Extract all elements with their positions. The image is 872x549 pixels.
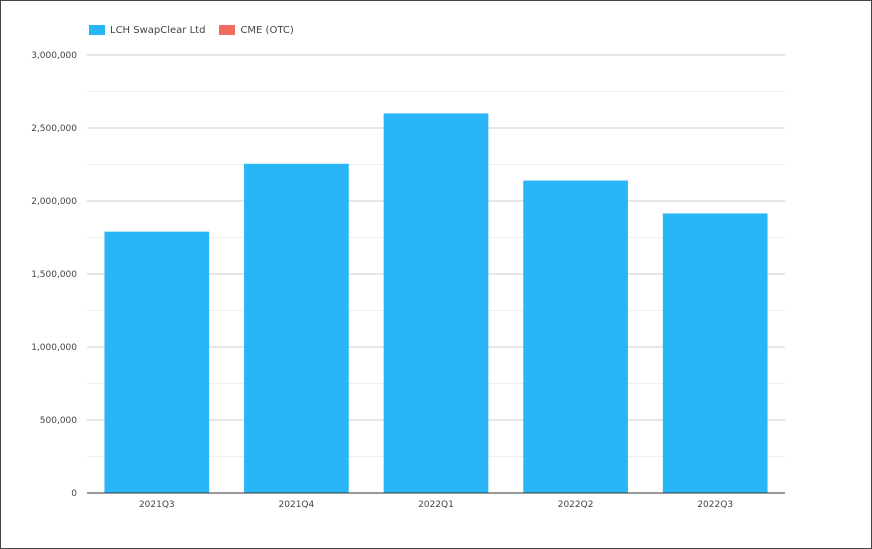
bar-lch-2022Q1 <box>383 113 489 494</box>
bar-lch-2021Q3 <box>104 231 210 493</box>
bar-layer <box>104 113 768 494</box>
legend-label-lch: LCH SwapClear Ltd <box>110 24 206 36</box>
y-tick-label: 1,500,000 <box>31 270 77 280</box>
y-tick-label: 2,000,000 <box>31 197 77 207</box>
bar-lch-2022Q2 <box>523 180 628 493</box>
x-tick-label: 2021Q4 <box>279 500 315 510</box>
legend-item-cme[interactable]: CME (OTC) <box>219 24 294 36</box>
legend-swatch-lch <box>89 25 105 35</box>
legend-item-lch[interactable]: LCH SwapClear Ltd <box>89 25 205 36</box>
x-tick-label: 2021Q3 <box>139 500 175 510</box>
bar-lch-2021Q4 <box>244 163 349 493</box>
legend-label-cme: CME (OTC) <box>240 24 294 36</box>
bar-lch-2022Q3 <box>662 213 768 493</box>
x-tick-label: 2022Q1 <box>418 500 454 510</box>
x-tick-label: 2022Q3 <box>697 500 733 510</box>
legend: LCH SwapClear Ltd CME (OTC) <box>89 23 308 37</box>
y-tick-label: 2,500,000 <box>31 124 77 134</box>
y-tick-label: 1,000,000 <box>31 343 77 353</box>
y-tick-label: 500,000 <box>40 416 77 426</box>
axis-layer: 0 500,000 1,000,000 1,500,000 2,000,000 2,500… <box>31 51 785 510</box>
y-tick-label: 0 <box>71 489 77 499</box>
x-tick-label: 2022Q2 <box>558 500 594 510</box>
y-tick-label: 3,000,000 <box>31 51 77 61</box>
legend-swatch-cme <box>219 25 236 35</box>
